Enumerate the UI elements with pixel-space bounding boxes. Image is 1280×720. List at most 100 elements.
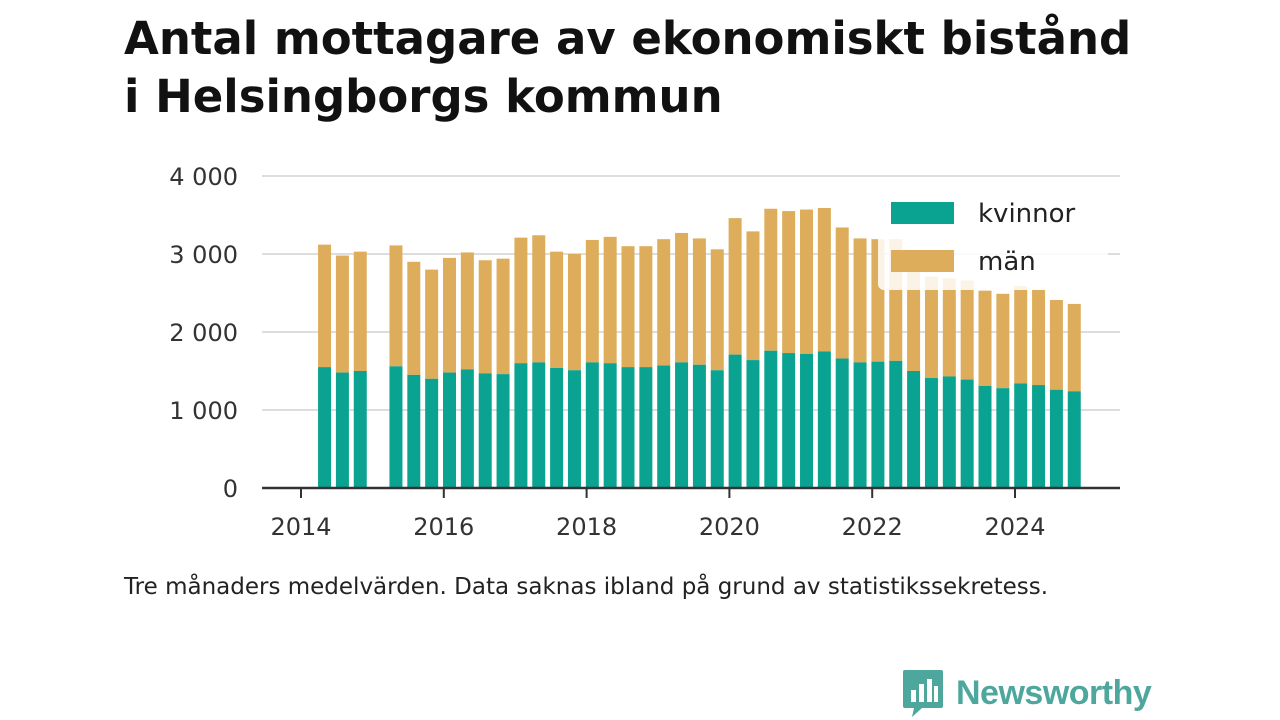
bar-man xyxy=(496,258,510,375)
bar-man xyxy=(746,231,760,361)
legend: kvinnor män xyxy=(878,184,1108,290)
bar-kvinnor xyxy=(639,367,653,488)
bar-kvinnor xyxy=(478,373,492,488)
x-tick-label: 2014 xyxy=(270,513,331,541)
brand-name: Newsworthy xyxy=(956,673,1152,712)
bar-kvinnor xyxy=(496,374,510,488)
y-tick-label: 2 000 xyxy=(169,319,238,347)
y-tick-label: 3 000 xyxy=(169,241,238,269)
bar-man xyxy=(924,276,938,379)
bar-man xyxy=(585,239,599,363)
bar-kvinnor xyxy=(443,372,457,488)
bar-man xyxy=(800,209,814,354)
bar-kvinnor xyxy=(853,362,867,488)
bar-man xyxy=(353,251,367,371)
bar-man xyxy=(692,238,706,365)
bar-kvinnor xyxy=(996,388,1010,488)
bar-man xyxy=(550,251,564,368)
x-tick-label: 2022 xyxy=(842,513,903,541)
bar-man xyxy=(817,207,831,352)
bar-man xyxy=(460,252,474,370)
bar-kvinnor xyxy=(889,360,903,488)
bar-man xyxy=(996,293,1010,389)
bar-kvinnor xyxy=(960,379,974,488)
newsworthy-logo-icon xyxy=(903,670,943,717)
bar-kvinnor xyxy=(335,372,349,488)
bar-man xyxy=(621,246,635,368)
bar-man xyxy=(567,254,581,371)
bar-man xyxy=(764,208,778,351)
bar-man xyxy=(782,211,796,354)
bar-man xyxy=(675,232,689,363)
bar-man xyxy=(1067,303,1081,392)
footnote: Tre månaders medelvärden. Data saknas ib… xyxy=(124,574,1049,600)
bar-kvinnor xyxy=(907,371,921,488)
bar-man xyxy=(407,261,421,375)
bar-man xyxy=(853,238,867,363)
bar-man xyxy=(318,244,332,368)
bar-kvinnor xyxy=(764,350,778,488)
bar-man xyxy=(532,235,546,363)
bar-kvinnor xyxy=(1049,389,1063,488)
bar-kvinnor xyxy=(514,363,528,488)
bar-man xyxy=(425,269,439,379)
legend-item-kvinnor-label: kvinnor xyxy=(978,199,1076,229)
bar-man xyxy=(978,290,992,386)
legend-item-man-swatch xyxy=(891,250,954,272)
bar-kvinnor xyxy=(800,353,814,488)
bar-kvinnor xyxy=(746,360,760,488)
bar-kvinnor xyxy=(782,353,796,488)
bar-kvinnor xyxy=(353,371,367,488)
bar-kvinnor xyxy=(1067,391,1081,488)
legend-item-kvinnor-swatch xyxy=(891,202,954,224)
bar-man xyxy=(603,236,617,364)
chart-title: Antal mottagare av ekonomiskt bistånd i … xyxy=(124,10,1224,126)
x-tick-label: 2024 xyxy=(984,513,1045,541)
chart-title-line-2: i Helsingborgs kommun xyxy=(124,70,723,123)
bar-kvinnor xyxy=(389,366,403,488)
bar-kvinnor xyxy=(710,370,724,488)
bar-kvinnor xyxy=(657,365,671,488)
bar-man xyxy=(728,218,742,355)
bar-man xyxy=(335,255,349,373)
bar-kvinnor xyxy=(835,358,849,488)
bar-man xyxy=(514,237,528,364)
bar-kvinnor xyxy=(871,361,885,488)
bar-man xyxy=(1049,300,1063,390)
chart-title-line-1: Antal mottagare av ekonomiskt bistånd xyxy=(124,12,1132,65)
bar-kvinnor xyxy=(532,362,546,488)
bar-man xyxy=(960,280,974,380)
bar-man xyxy=(907,269,921,371)
x-tick-label: 2016 xyxy=(413,513,474,541)
bar-kvinnor xyxy=(460,369,474,488)
bar-kvinnor xyxy=(1032,385,1046,488)
bar-man xyxy=(443,257,457,373)
bar-kvinnor xyxy=(318,367,332,488)
bar-kvinnor xyxy=(550,367,564,488)
bar-man xyxy=(835,227,849,359)
bar-kvinnor xyxy=(603,363,617,488)
y-tick-label: 0 xyxy=(223,475,238,503)
bar-man xyxy=(710,249,724,371)
bar-kvinnor xyxy=(407,374,421,488)
bar-kvinnor xyxy=(978,385,992,488)
bar-kvinnor xyxy=(728,354,742,488)
x-tick-label: 2018 xyxy=(556,513,617,541)
bar-kvinnor xyxy=(621,367,635,488)
bar-kvinnor xyxy=(675,362,689,488)
brand-logo: Newsworthy xyxy=(902,668,1152,718)
bar-kvinnor xyxy=(942,376,956,488)
bar-kvinnor xyxy=(1014,383,1028,488)
y-tick-label: 1 000 xyxy=(169,397,238,425)
bar-man xyxy=(657,239,671,366)
bar-kvinnor xyxy=(924,378,938,488)
bar-kvinnor xyxy=(567,370,581,488)
bar-kvinnor xyxy=(425,378,439,488)
bar-kvinnor xyxy=(692,364,706,488)
bar-kvinnor xyxy=(817,351,831,488)
axes: 0 1 000 2 000 3 000 4 000 2014 2016 2018 2020 202… xyxy=(169,163,1120,541)
bar-man xyxy=(639,246,653,368)
x-tick-label: 2020 xyxy=(699,513,760,541)
bar-kvinnor xyxy=(585,362,599,488)
